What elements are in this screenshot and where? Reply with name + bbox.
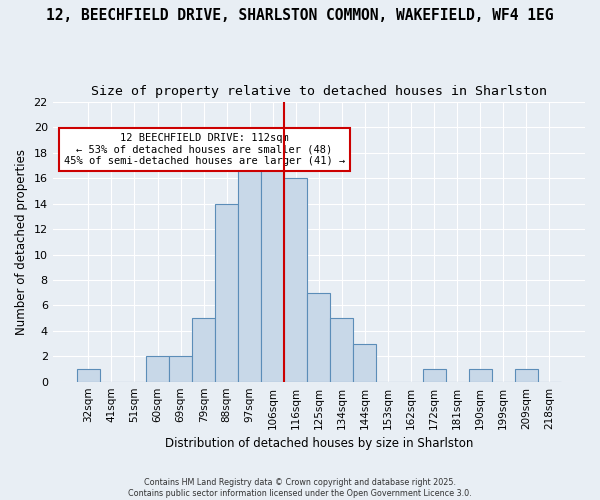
Bar — [353, 344, 376, 382]
Bar — [261, 166, 284, 382]
X-axis label: Distribution of detached houses by size in Sharlston: Distribution of detached houses by size … — [164, 437, 473, 450]
Text: 12 BEECHFIELD DRIVE: 112sqm
← 53% of detached houses are smaller (48)
45% of sem: 12 BEECHFIELD DRIVE: 112sqm ← 53% of det… — [64, 133, 345, 166]
Y-axis label: Number of detached properties: Number of detached properties — [15, 149, 28, 335]
Bar — [422, 369, 446, 382]
Bar — [192, 318, 215, 382]
Bar — [238, 153, 261, 382]
Bar — [169, 356, 192, 382]
Title: Size of property relative to detached houses in Sharlston: Size of property relative to detached ho… — [91, 85, 547, 98]
Bar — [77, 369, 100, 382]
Bar — [469, 369, 491, 382]
Bar — [215, 204, 238, 382]
Text: 12, BEECHFIELD DRIVE, SHARLSTON COMMON, WAKEFIELD, WF4 1EG: 12, BEECHFIELD DRIVE, SHARLSTON COMMON, … — [46, 8, 554, 22]
Bar — [307, 292, 331, 382]
Text: Contains HM Land Registry data © Crown copyright and database right 2025.
Contai: Contains HM Land Registry data © Crown c… — [128, 478, 472, 498]
Bar — [515, 369, 538, 382]
Bar — [331, 318, 353, 382]
Bar — [284, 178, 307, 382]
Bar — [146, 356, 169, 382]
